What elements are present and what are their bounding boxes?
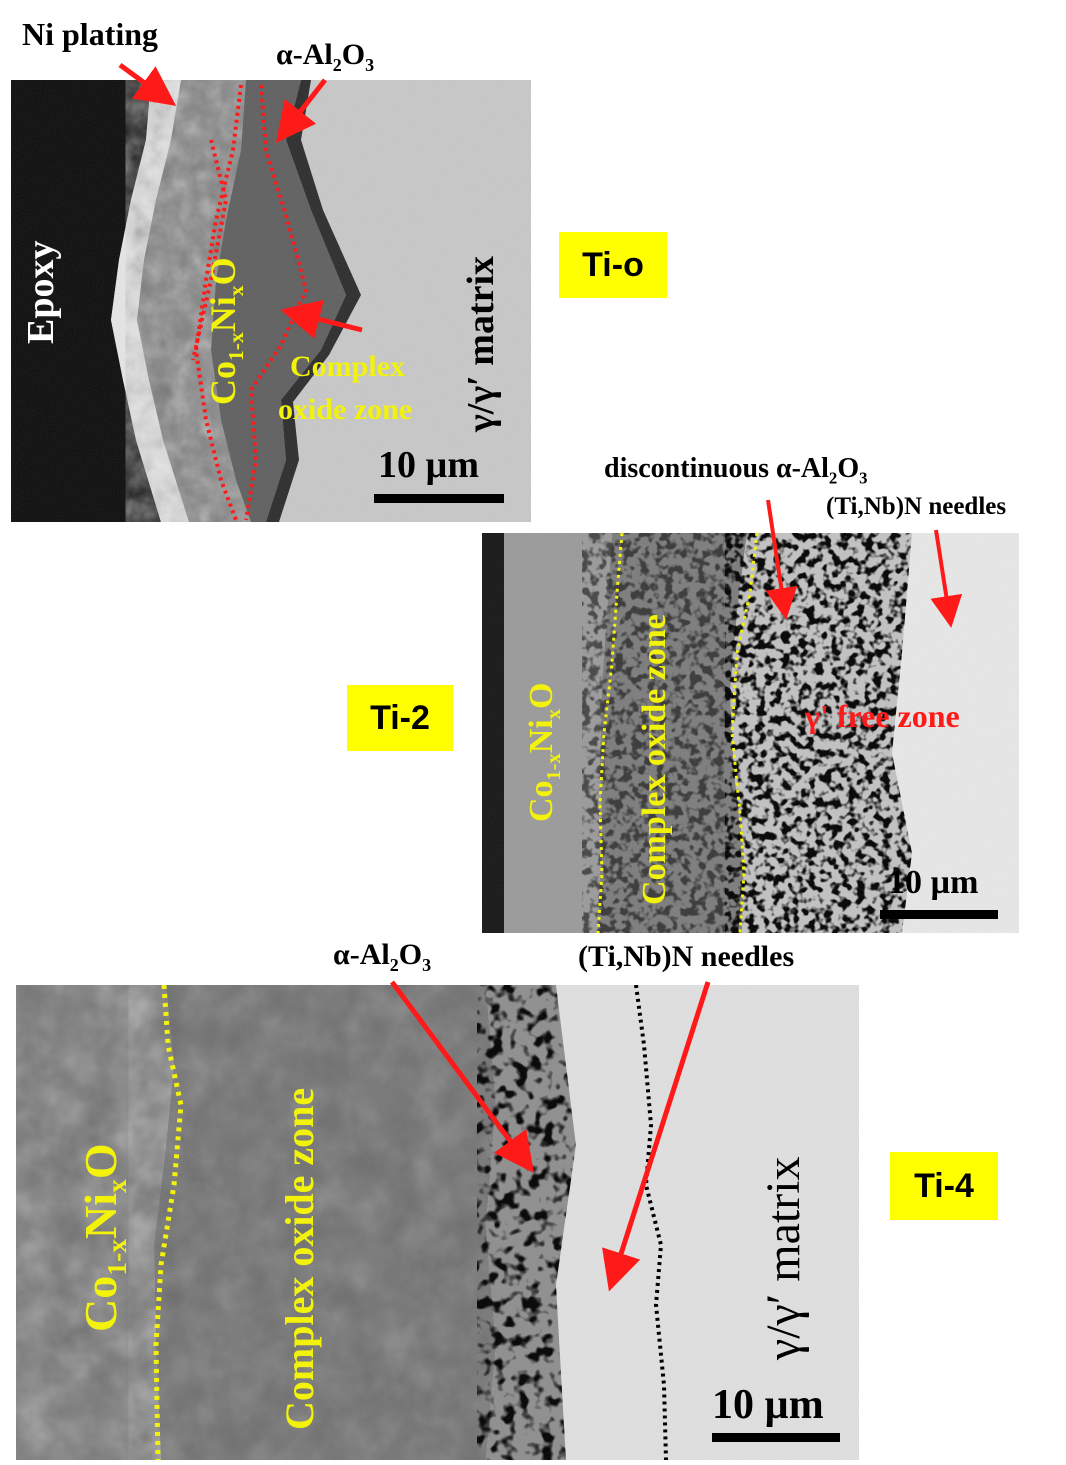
scalebar-ti4 — [712, 1433, 840, 1442]
label-scale-ti0: 10 µm — [378, 444, 480, 486]
label-alumina-ti4: α-Al2O3 — [333, 938, 432, 975]
label-needles-ti4: (Ti,Nb)N needles — [578, 940, 795, 973]
micrograph-ti2 — [482, 533, 1019, 933]
label-alumina-ti0: α-Al2O3 — [276, 38, 375, 75]
tag-ti2: Ti-2 — [347, 685, 453, 751]
label-matrix-ti4: γ/γ′ matrix — [757, 1156, 810, 1360]
label-discontinuous: discontinuous α-Al2O3 — [604, 453, 868, 488]
tag-ti0: Ti-o — [559, 232, 667, 298]
micrograph-ti0 — [11, 80, 531, 522]
label-epoxy: Epoxy — [20, 240, 62, 344]
label-cooxide-ti4: Co1-xNixO — [75, 1143, 133, 1332]
label-scale-ti2: 10 µm — [888, 864, 979, 901]
label-cooxide-ti0: Co1-xNixO — [203, 257, 249, 405]
scalebar-ti0 — [374, 494, 504, 503]
tag-ti4: Ti-4 — [890, 1152, 998, 1220]
label-complex-ti4: Complex oxide zone — [277, 1087, 322, 1430]
label-complex-ti0-line2: oxide zone — [278, 393, 413, 426]
scalebar-ti2 — [880, 910, 998, 919]
label-cooxide-ti2: Co1-xNixO — [523, 682, 565, 822]
label-matrix-ti0: γ/γ′ matrix — [460, 255, 502, 432]
label-complex-ti0-line1: Complex — [290, 350, 405, 383]
label-scale-ti4: 10 µm — [712, 1382, 824, 1428]
label-free-zone: γ' free zone — [805, 698, 960, 734]
label-complex-ti2: Complex oxide zone — [636, 614, 673, 905]
label-needles-ti2: (Ti,Nb)N needles — [826, 493, 1007, 520]
label-ni-plating: Ni plating — [22, 16, 159, 52]
